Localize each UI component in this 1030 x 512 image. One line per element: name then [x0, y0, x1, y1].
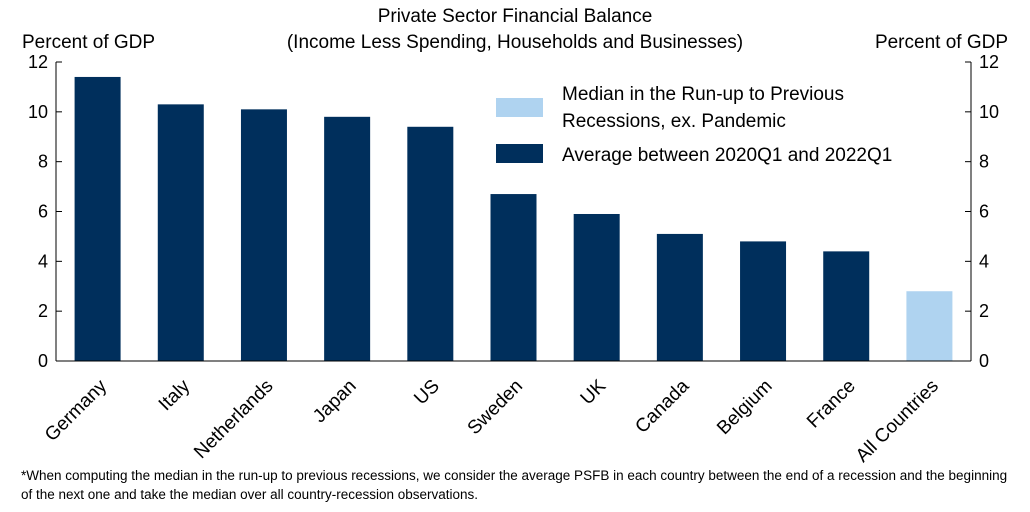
- y-tick-label-right: 0: [979, 351, 989, 371]
- bar-all-countries: [906, 291, 953, 361]
- x-tick-label: Canada: [631, 375, 693, 437]
- x-tick-label: Belgium: [713, 376, 776, 439]
- x-tick-label: Italy: [155, 375, 195, 415]
- y-tick-label-left: 0: [38, 351, 48, 371]
- bar-germany: [74, 76, 121, 361]
- bar-italy: [157, 104, 204, 361]
- x-tick-label: France: [803, 376, 860, 433]
- bar-chart: Private Sector Financial Balance (Income…: [22, 6, 1008, 467]
- y-tick-label-left: 4: [38, 251, 48, 271]
- legend: Median in the Run-up to Previous Recessi…: [496, 84, 892, 166]
- legend-swatch-median: [496, 98, 543, 117]
- y-axis-label-left: Percent of GDP: [22, 32, 155, 53]
- x-tick-label: Netherlands: [190, 376, 277, 463]
- y-tick-label-left: 12: [28, 52, 48, 72]
- x-tick-label: US: [410, 376, 444, 410]
- bar-uk: [573, 213, 620, 361]
- footnote: *When computing the median in the run-up…: [21, 468, 1008, 502]
- bar-belgium: [740, 241, 787, 361]
- chart-title: Private Sector Financial Balance: [378, 6, 653, 27]
- y-tick-label-right: 8: [979, 152, 989, 172]
- legend-label-median-line1: Median in the Run-up to Previous: [562, 84, 844, 105]
- legend-label-average: Average between 2020Q1 and 2022Q1: [562, 145, 892, 166]
- x-tick-label: Japan: [309, 376, 360, 427]
- x-tick-label: UK: [577, 375, 611, 409]
- y-tick-label-right: 6: [979, 202, 989, 222]
- x-tick-label: All Countries: [852, 376, 943, 467]
- y-tick-label-left: 6: [38, 202, 48, 222]
- y-tick-label-left: 10: [28, 102, 48, 122]
- bar-sweden: [490, 194, 537, 361]
- x-tick-label: Sweden: [464, 376, 527, 439]
- bar-us: [407, 126, 454, 362]
- y-axis-label-right: Percent of GDP: [875, 32, 1008, 53]
- bar-france: [823, 251, 870, 361]
- bar-japan: [324, 116, 371, 361]
- chart-subtitle: (Income Less Spending, Households and Bu…: [287, 32, 743, 53]
- bar-canada: [656, 233, 703, 361]
- y-tick-label-right: 12: [979, 52, 999, 72]
- y-tick-label-right: 4: [979, 251, 989, 271]
- y-tick-label-left: 8: [38, 152, 48, 172]
- x-tick-label: Germany: [41, 375, 111, 445]
- bar-netherlands: [240, 109, 287, 361]
- y-tick-label-right: 10: [979, 102, 999, 122]
- y-tick-label-right: 2: [979, 301, 989, 321]
- legend-label-median-line2: Recessions, ex. Pandemic: [562, 111, 786, 132]
- y-tick-label-left: 2: [38, 301, 48, 321]
- legend-swatch-average: [496, 144, 543, 163]
